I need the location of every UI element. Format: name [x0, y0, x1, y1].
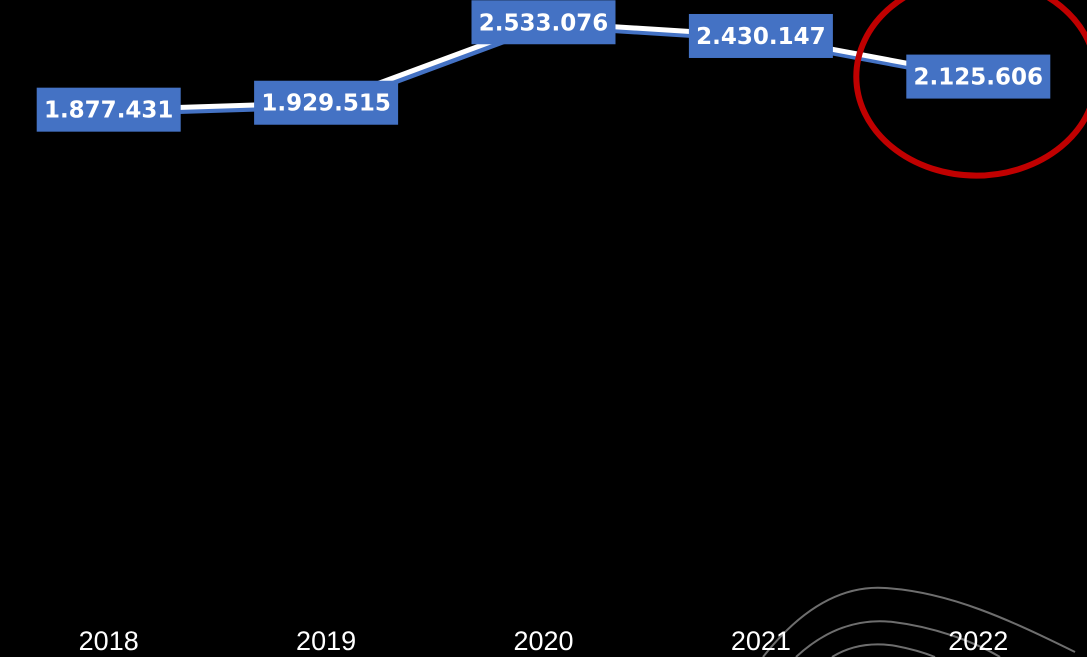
data-label-text: 2.430.147	[696, 24, 826, 50]
data-label-text: 1.929.515	[261, 91, 391, 117]
data-label-box	[906, 54, 1051, 99]
highlight-circle	[853, 0, 1087, 179]
data-label-box	[688, 13, 833, 58]
x-tick-label-2019: 2019	[296, 626, 356, 656]
x-tick-label-2020: 2020	[513, 626, 573, 656]
x-tick-label-2021: 2021	[731, 626, 791, 656]
data-label-text: 2.125.606	[914, 65, 1044, 91]
decorative-contour-lines	[762, 586, 1076, 657]
x-tick-label-2022: 2022	[948, 626, 1008, 656]
data-label-text: 2.533.076	[479, 10, 609, 36]
data-label-box	[254, 80, 399, 125]
data-label-text: 1.877.431	[44, 98, 174, 124]
data-label-box	[36, 87, 181, 132]
data-label-2021: 2.430.147	[688, 13, 833, 58]
highlight-ellipse-2022	[853, 0, 1087, 179]
x-axis-tick-labels: 2018 2019 2020 2021 2022	[79, 626, 1009, 656]
data-label-2018: 1.877.431	[36, 87, 181, 132]
data-labels: 1.877.431 1.929.515 2.533.076 2.430.147 2.12…	[36, 0, 1051, 132]
data-label-box	[471, 0, 616, 45]
drop-lines	[107, 22, 980, 600]
x-tick-label-2018: 2018	[79, 626, 139, 656]
data-label-2020: 2.533.076	[471, 0, 616, 45]
data-label-2019: 1.929.515	[254, 80, 399, 125]
data-label-2022: 2.125.606	[906, 54, 1051, 99]
